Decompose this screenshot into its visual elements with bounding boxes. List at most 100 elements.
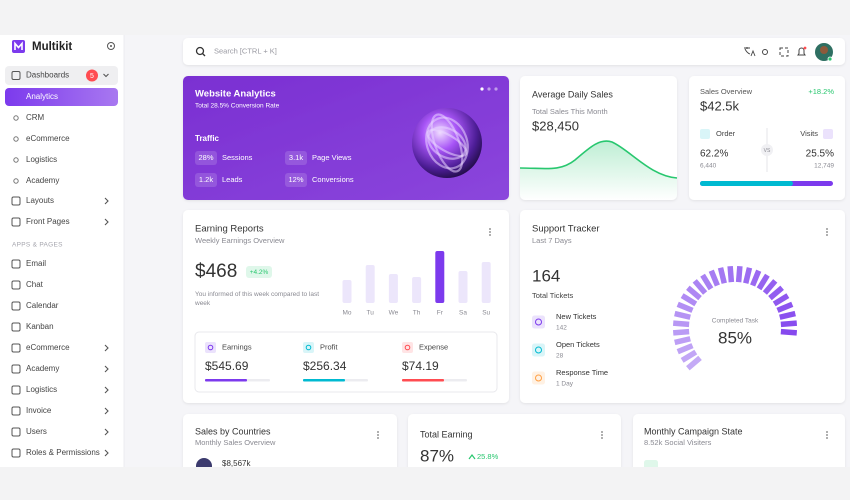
chevron <box>104 428 109 436</box>
app: Multikit Dashboards 5 Analytics CRM eCommerce… <box>0 35 850 467</box>
gauge-segment <box>743 267 753 284</box>
summary-icon <box>402 342 413 353</box>
menu-icon <box>11 406 21 416</box>
earning-amount: $468 <box>195 261 237 282</box>
menu-item[interactable]: Users <box>26 427 47 436</box>
day-label: Su <box>482 310 490 317</box>
menu-dot[interactable] <box>826 431 828 433</box>
shortcut-icon[interactable] <box>779 47 789 57</box>
submenu-item[interactable]: eCommerce <box>26 134 70 143</box>
notification-icon[interactable] <box>797 47 806 56</box>
visits-count: 12,749 <box>814 163 834 170</box>
menu-item[interactable]: Logistics <box>26 385 57 394</box>
gauge-segment <box>686 355 702 371</box>
week-bar <box>458 271 468 303</box>
card-title: Total Earning <box>420 429 473 439</box>
menu-dot[interactable] <box>601 431 603 433</box>
submenu-item[interactable]: Logistics <box>26 155 57 164</box>
order-percent: 62.2% <box>700 149 728 160</box>
gauge-segment <box>708 269 720 287</box>
menu-dot[interactable] <box>377 434 379 436</box>
stat-pill <box>195 173 217 187</box>
menu-dot[interactable] <box>377 437 379 439</box>
search-input[interactable]: Search [CTRL + K] <box>214 46 277 55</box>
menu-dot[interactable] <box>826 437 828 439</box>
avatar-face <box>820 46 828 54</box>
menu-dot[interactable] <box>826 231 828 233</box>
stat-value: 12% <box>288 175 303 184</box>
stat-label: Sessions <box>222 153 253 162</box>
logo-mark <box>14 41 23 50</box>
menu-item[interactable]: Roles & Permissions <box>26 448 100 457</box>
submenu-item[interactable]: CRM <box>26 113 45 122</box>
menu-dot[interactable] <box>826 434 828 436</box>
menu-dot[interactable] <box>826 228 828 230</box>
ticket-icon <box>532 371 545 385</box>
day-label: Sa <box>459 310 467 317</box>
carousel-dot[interactable] <box>487 87 491 91</box>
menu-item: Dashboards <box>26 71 69 80</box>
order-count: 6,440 <box>700 163 717 170</box>
day-label: Th <box>413 310 421 317</box>
menu-dot[interactable] <box>601 437 603 439</box>
day-label: Mo <box>342 310 351 317</box>
collapse-toggle[interactable] <box>107 42 115 50</box>
visits-label: Visits <box>800 129 818 138</box>
earning-card <box>183 210 509 403</box>
stat-value: 1.2k <box>199 175 213 184</box>
vs-badge <box>761 144 773 156</box>
card-subtitle: Total Sales This Month <box>532 107 608 116</box>
week-bar <box>435 251 445 303</box>
search-icon-handle <box>202 53 206 57</box>
menu-item[interactable]: Email <box>26 259 46 268</box>
gauge-segment <box>680 349 698 363</box>
menu-dot[interactable] <box>489 231 491 233</box>
week-bar <box>481 262 491 303</box>
menu-dot[interactable] <box>826 234 828 236</box>
menu-item[interactable]: Chat <box>26 280 44 289</box>
campaign-card <box>633 414 845 467</box>
menu-item[interactable]: Invoice <box>26 406 52 415</box>
menu-icon <box>11 71 21 80</box>
gauge-segment <box>676 343 694 355</box>
vs-text: VS <box>764 148 771 154</box>
ticket-label: Open Tickets <box>556 340 600 349</box>
ticket-value: 28 <box>556 353 564 360</box>
gauge-segment <box>686 285 702 301</box>
menu-dot[interactable] <box>489 228 491 230</box>
gauge-segment <box>676 301 694 313</box>
gauge-segment <box>768 285 784 301</box>
gauge-segment <box>780 328 798 336</box>
ticket-label: Response Time <box>556 368 608 377</box>
card-title: Sales Overview <box>700 87 753 96</box>
translate-icon[interactable] <box>744 47 756 57</box>
card-subtitle: Weekly Earnings Overview <box>195 236 285 245</box>
week-bar <box>365 265 375 303</box>
menu-item-active[interactable] <box>5 88 118 106</box>
menu-item[interactable]: Calendar <box>26 301 59 310</box>
ticket-icon-glyph <box>535 318 542 326</box>
summary-icon-glyph <box>404 344 411 351</box>
menu-item[interactable]: Layouts <box>26 196 54 205</box>
submenu-item[interactable]: Academy <box>26 176 59 185</box>
menu-dot[interactable] <box>377 431 379 433</box>
gauge-segment <box>776 301 794 313</box>
sidebar <box>0 35 124 467</box>
menu-dot[interactable] <box>489 234 491 236</box>
card-subtitle: 8.52k Social Visiters <box>644 438 712 447</box>
notification-dot <box>803 46 807 50</box>
menu-icon <box>11 259 21 269</box>
chevron <box>104 344 109 352</box>
menu-item[interactable]: eCommerce <box>26 343 70 352</box>
menu-section: APPS & PAGES <box>12 242 63 249</box>
order-label: Order <box>716 129 736 138</box>
carousel-dot[interactable] <box>480 87 484 91</box>
menu-icon <box>11 364 21 374</box>
theme-icon[interactable] <box>762 49 768 55</box>
menu-item[interactable]: Kanban <box>26 322 54 331</box>
carousel-dot[interactable] <box>494 87 498 91</box>
menu-dot[interactable] <box>601 434 603 436</box>
menu-item[interactable]: Academy <box>26 364 59 373</box>
menu-item[interactable]: Front Pages <box>26 217 70 226</box>
